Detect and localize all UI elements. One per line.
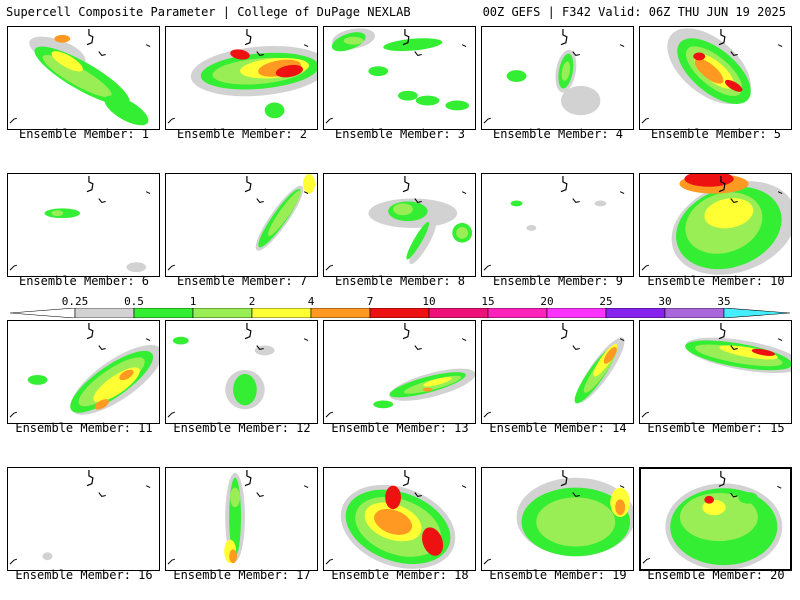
ensemble-panel-15[interactable]: [639, 320, 792, 424]
scp-field-map: [9, 322, 159, 418]
ensemble-panel-14[interactable]: [481, 320, 634, 424]
scp-field-map: [641, 174, 791, 275]
ensemble-panel-1[interactable]: [7, 26, 160, 130]
ensemble-panel-17[interactable]: [165, 467, 318, 571]
scp-field-map: [325, 469, 467, 569]
ensemble-panel-9[interactable]: [481, 173, 634, 277]
ensemble-panel-19[interactable]: [481, 467, 634, 571]
colorbar-label: 10: [422, 295, 436, 308]
map-title: Supercell Composite Parameter | College …: [6, 5, 411, 19]
scp-field-map: [641, 322, 791, 418]
scp-field-map: [325, 175, 473, 271]
panel-caption: Ensemble Member: 15: [647, 421, 785, 435]
ensemble-panel-2[interactable]: [165, 26, 318, 130]
colorbar-label: 20: [540, 295, 554, 308]
panel-caption: Ensemble Member: 13: [331, 421, 469, 435]
scp-field-map: [483, 175, 625, 271]
color-scale-legend: 0.25 0.5 1 2 4 7 10 15 20 25 30 35: [10, 295, 790, 320]
panel-caption: Ensemble Member: 8: [334, 274, 466, 288]
panel-caption: Ensemble Member: 12: [173, 421, 311, 435]
panel-caption: Ensemble Member: 5: [650, 127, 782, 141]
colorbar-label: 4: [307, 295, 315, 308]
ensemble-panel-10[interactable]: [639, 173, 792, 277]
colorbar-label: 15: [481, 295, 495, 308]
ensemble-panel-6[interactable]: [7, 173, 160, 277]
scp-field-map: [9, 469, 151, 565]
ensemble-panel-12[interactable]: [165, 320, 318, 424]
scp-field-map: [167, 469, 309, 565]
ensemble-panel-7[interactable]: [165, 173, 318, 277]
panel-caption: Ensemble Member: 17: [173, 568, 311, 582]
panel-caption: Ensemble Member: 11: [15, 421, 153, 435]
scp-field-map: [167, 174, 316, 271]
panel-caption: Ensemble Member: 6: [18, 274, 150, 288]
panel-caption: Ensemble Member: 4: [492, 127, 624, 141]
panel-caption: Ensemble Member: 7: [176, 274, 308, 288]
panel-caption: Ensemble Member: 18: [331, 568, 469, 582]
ensemble-panel-4[interactable]: [481, 26, 634, 130]
ensemble-panel-3[interactable]: [323, 26, 476, 130]
panel-caption: Ensemble Member: 2: [176, 127, 308, 141]
scp-field-map: [167, 322, 309, 418]
panel-caption: Ensemble Member: 9: [492, 274, 624, 288]
ensemble-panel-13[interactable]: [323, 320, 476, 424]
panel-caption: Ensemble Member: 1: [18, 127, 150, 141]
colorbar-label: 1: [189, 295, 197, 308]
ensemble-panel-20[interactable]: [639, 467, 792, 571]
panel-caption: Ensemble Member: 10: [647, 274, 785, 288]
colorbar-label: 2: [248, 295, 256, 308]
colorbar-label: 25: [599, 295, 613, 308]
run-info: 00Z GEFS | F342 Valid: 06Z THU JUN 19 20…: [482, 5, 786, 19]
colorbar-label: 0.5: [124, 295, 144, 308]
scp-field-map: [642, 470, 783, 569]
ensemble-panel-8[interactable]: [323, 173, 476, 277]
scp-field-map: [325, 322, 475, 418]
panel-caption: Ensemble Member: 20: [647, 568, 785, 582]
panel-caption: Ensemble Member: 14: [489, 421, 627, 435]
ensemble-panel-11[interactable]: [7, 320, 160, 424]
colorbar-ramp: [10, 308, 790, 318]
panel-caption: Ensemble Member: 3: [334, 127, 466, 141]
scp-field-map: [9, 175, 151, 273]
scp-field-map: [483, 469, 633, 565]
ensemble-panel-5[interactable]: [639, 26, 792, 130]
scp-field-map: [483, 322, 625, 418]
scp-field-map: [325, 28, 470, 124]
panel-caption: Ensemble Member: 19: [489, 568, 627, 582]
colorbar-label: 7: [366, 295, 374, 308]
ensemble-panel-18[interactable]: [323, 467, 476, 571]
colorbar-label: 0.25: [61, 295, 89, 308]
scp-field-map: [483, 28, 625, 124]
scp-field-map: [167, 28, 317, 124]
scp-field-map: [9, 28, 151, 126]
colorbar-label: 30: [658, 295, 672, 308]
scp-field-map: [641, 28, 783, 124]
ensemble-panel-16[interactable]: [7, 467, 160, 571]
panel-caption: Ensemble Member: 16: [15, 568, 153, 582]
colorbar-label: 35: [717, 295, 731, 308]
